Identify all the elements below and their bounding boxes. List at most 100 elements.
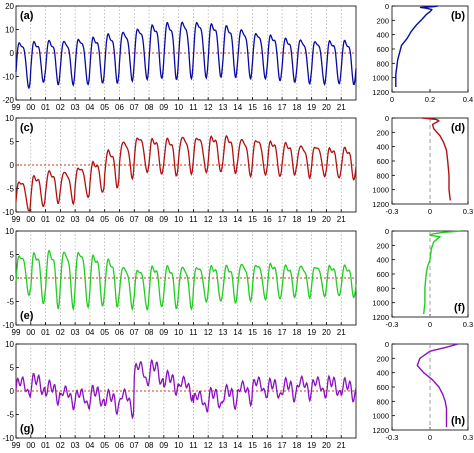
panel-d-profile-line (422, 117, 451, 201)
panel-d-xtick-label: -0.3 (386, 207, 399, 216)
panel-g-series-line (15, 359, 357, 420)
panel-g-xtick-label: 09 (159, 441, 168, 450)
panel-a-xtick-label: 19 (307, 103, 316, 112)
panel-g-xtick-label: 18 (292, 441, 301, 450)
panel-c-xtick-label: 07 (130, 215, 139, 224)
panel-a-ytick-label: -10 (2, 73, 14, 82)
panel-f-ytick-label: 200 (376, 241, 389, 250)
panel-a-xtick-label: 07 (130, 103, 139, 112)
panel-c-label: (c) (20, 122, 34, 134)
panel-d-ytick-label: 1200 (372, 200, 389, 209)
panel-b-ytick-label: 800 (376, 59, 389, 68)
panel-b-ytick-label: 200 (376, 16, 389, 25)
panel-e-xtick-label: 04 (85, 328, 94, 337)
panel-g-xtick-label: 06 (115, 441, 124, 450)
panel-e-ytick-label: -5 (7, 298, 15, 307)
panel-c-xtick-label: 18 (292, 215, 301, 224)
panel-c-xtick-label: 15 (248, 215, 257, 224)
panel-g-xtick-label: 00 (26, 441, 35, 450)
panel-f-xtick-label: 0.3 (463, 320, 473, 329)
panel-e-xtick-label: 10 (174, 328, 183, 337)
panel-d-ytick-label: 0 (385, 114, 389, 123)
panel-g-xtick-label: 03 (71, 441, 80, 450)
panel-d-ytick-label: 800 (376, 171, 389, 180)
panel-c-xtick-label: 08 (145, 215, 154, 224)
panel-a-xtick-label: 00 (26, 103, 35, 112)
panel-c-ytick-label: -5 (7, 185, 15, 194)
panel-e-xtick-label: 13 (219, 328, 228, 337)
panel-f-profile-line (423, 230, 461, 315)
panel-a-xtick-label: 05 (100, 103, 109, 112)
panel-e-xtick-label: 16 (263, 328, 272, 337)
panel-a-ytick-label: 10 (5, 26, 14, 35)
panel-a-xtick-label: 09 (159, 103, 168, 112)
panel-e-label: (e) (20, 310, 34, 322)
panel-c-xtick-label: 02 (56, 215, 65, 224)
panel-b-ytick-label: 400 (376, 31, 389, 40)
panel-b-label: (b) (451, 10, 465, 22)
panel-e-xtick-label: 21 (337, 328, 346, 337)
panel-c-xtick-label: 05 (100, 215, 109, 224)
panel-b-profile-line (395, 5, 438, 87)
panel-a-xtick-label: 16 (263, 103, 272, 112)
panel-f-xtick-label: 0 (428, 320, 432, 329)
panel-g-xtick-label: 14 (233, 441, 242, 450)
panel-g-xtick-label: 02 (56, 441, 65, 450)
panel-g-xtick-label: 10 (174, 441, 183, 450)
panel-a-xtick-label: 20 (322, 103, 331, 112)
panel-f-ytick-label: 1000 (372, 299, 389, 308)
panel-c-xtick-label: 17 (278, 215, 287, 224)
panel-e-xtick-label: 06 (115, 328, 124, 337)
panel-c-ytick-label: 10 (5, 114, 14, 123)
panel-e-xtick-label: 20 (322, 328, 331, 337)
panel-a-xtick-label: 04 (85, 103, 94, 112)
panel-c-xtick-label: 12 (204, 215, 213, 224)
panel-a-xtick-label: 10 (174, 103, 183, 112)
panel-g-ytick-label: -10 (2, 434, 14, 443)
panel-d-xtick-label: 0 (428, 207, 432, 216)
panel-e-xtick-label: 15 (248, 328, 257, 337)
panel-g-xtick-label: 07 (130, 441, 139, 450)
panel-c-xtick-label: 04 (85, 215, 94, 224)
panel-c-xtick-label: 21 (337, 215, 346, 224)
panel-c-xtick-label: 13 (219, 215, 228, 224)
panel-g-ytick-label: 0 (10, 387, 15, 396)
panel-b-xtick-label: 0.4 (463, 95, 473, 104)
panel-g-xtick-label: 13 (219, 441, 228, 450)
panel-a-xtick-label: 02 (56, 103, 65, 112)
panel-e-xtick-label: 08 (145, 328, 154, 337)
panel-f-xtick-label: -0.3 (386, 320, 399, 329)
panel-h-ytick-label: 1000 (372, 412, 389, 421)
panel-b-ytick-label: 1000 (372, 74, 389, 83)
panel-g-ytick-label: 10 (5, 340, 14, 349)
panel-g-xtick-label: 21 (337, 441, 346, 450)
panel-a-ytick-label: -20 (2, 96, 14, 105)
panel-b-ytick-label: 600 (376, 45, 389, 54)
panel-b-xtick-label: 0.2 (425, 95, 435, 104)
panel-a-xtick-label: 08 (145, 103, 154, 112)
panel-g-xtick-label: 11 (189, 441, 198, 450)
panel-a-xtick-label: 11 (189, 103, 198, 112)
panel-e-xtick-label: 01 (41, 328, 50, 337)
panel-e-xtick-label: 09 (159, 328, 168, 337)
panel-h-ytick-label: 400 (376, 369, 389, 378)
panel-e-ytick-label: 5 (10, 251, 15, 260)
panel-g-xtick-label: 15 (248, 441, 257, 450)
panel-b-ytick-label: 1200 (372, 88, 389, 97)
panel-e-xtick-label: 17 (278, 328, 287, 337)
panel-g-xtick-label: 01 (41, 441, 50, 450)
panel-b-xtick-label: 0 (390, 95, 394, 104)
panel-c-xtick-label: 20 (322, 215, 331, 224)
panel-d-ytick-label: 200 (376, 128, 389, 137)
panel-a-xtick-label: 13 (219, 103, 228, 112)
panel-e-xtick-label: 14 (233, 328, 242, 337)
panel-c-xtick-label: 16 (263, 215, 272, 224)
panel-g-label: (g) (20, 423, 34, 435)
panel-g-xtick-label: 12 (204, 441, 213, 450)
panel-g-xtick-label: 19 (307, 441, 316, 450)
panel-c-ytick-label: -10 (2, 208, 14, 217)
panel-d-ytick-label: 600 (376, 157, 389, 166)
panel-d-xtick-label: 0.3 (463, 207, 473, 216)
panel-c-ytick-label: 5 (10, 138, 15, 147)
panel-e-ytick-label: 10 (5, 227, 14, 236)
